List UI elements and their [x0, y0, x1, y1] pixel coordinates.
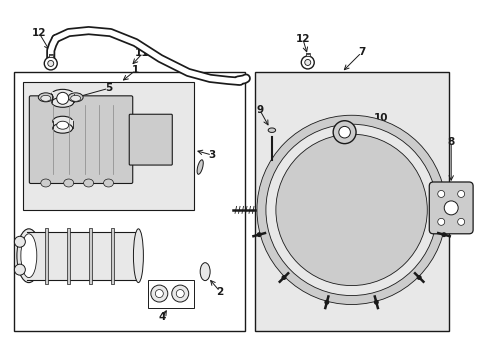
Bar	[45, 228, 48, 284]
Circle shape	[343, 202, 359, 218]
Circle shape	[155, 289, 163, 298]
Circle shape	[309, 168, 393, 252]
Circle shape	[57, 92, 68, 104]
Bar	[53, 120, 73, 128]
Circle shape	[14, 264, 25, 275]
Bar	[148, 280, 194, 307]
Bar	[305, 53, 309, 56]
Ellipse shape	[71, 95, 81, 101]
Ellipse shape	[52, 89, 74, 99]
Circle shape	[457, 190, 464, 197]
Ellipse shape	[53, 116, 73, 126]
Bar	[52, 92, 74, 102]
Circle shape	[321, 180, 381, 240]
Ellipse shape	[197, 160, 203, 174]
Circle shape	[437, 190, 444, 197]
FancyBboxPatch shape	[428, 182, 472, 234]
Circle shape	[151, 285, 167, 302]
Circle shape	[301, 56, 314, 69]
Ellipse shape	[68, 93, 83, 102]
Ellipse shape	[267, 128, 275, 132]
Bar	[48, 54, 53, 57]
Ellipse shape	[200, 263, 210, 280]
Bar	[306, 53, 308, 54]
Text: 1: 1	[132, 66, 139, 76]
Ellipse shape	[41, 179, 51, 187]
Circle shape	[286, 145, 415, 275]
Bar	[14, 72, 244, 332]
Text: 4: 4	[158, 312, 165, 323]
Bar	[111, 228, 114, 284]
Circle shape	[304, 59, 310, 66]
FancyBboxPatch shape	[29, 96, 132, 184]
Circle shape	[332, 121, 355, 144]
Circle shape	[457, 219, 464, 225]
Text: 12: 12	[295, 33, 309, 44]
Text: 12: 12	[32, 28, 46, 37]
Bar	[49, 54, 52, 55]
Bar	[254, 72, 448, 332]
Ellipse shape	[57, 121, 68, 129]
Ellipse shape	[53, 123, 73, 133]
Circle shape	[437, 219, 444, 225]
Ellipse shape	[133, 229, 143, 283]
Ellipse shape	[83, 179, 93, 187]
Circle shape	[256, 232, 261, 237]
Bar	[27, 232, 138, 280]
Circle shape	[171, 285, 188, 302]
Text: 10: 10	[373, 113, 388, 123]
Circle shape	[44, 57, 57, 70]
Circle shape	[441, 232, 446, 237]
Ellipse shape	[21, 234, 37, 278]
Circle shape	[443, 201, 457, 215]
Bar	[89, 228, 92, 284]
Circle shape	[338, 126, 350, 138]
Ellipse shape	[38, 93, 53, 102]
Ellipse shape	[17, 229, 41, 283]
Text: 5: 5	[105, 84, 112, 93]
Bar	[23, 82, 194, 210]
Ellipse shape	[41, 95, 51, 101]
Circle shape	[333, 192, 369, 228]
Circle shape	[176, 289, 184, 298]
Circle shape	[297, 156, 405, 264]
Circle shape	[265, 124, 436, 296]
Circle shape	[275, 134, 427, 285]
Circle shape	[416, 275, 421, 280]
Circle shape	[256, 115, 446, 305]
Circle shape	[373, 300, 378, 305]
Ellipse shape	[63, 179, 74, 187]
Circle shape	[14, 236, 25, 247]
Text: 2: 2	[216, 287, 224, 297]
Ellipse shape	[103, 179, 113, 187]
FancyBboxPatch shape	[129, 114, 172, 165]
Text: 9: 9	[256, 105, 263, 115]
Circle shape	[48, 60, 54, 67]
Circle shape	[281, 275, 286, 280]
Text: 11: 11	[135, 49, 149, 58]
Text: 7: 7	[357, 48, 365, 58]
Text: 3: 3	[208, 150, 215, 160]
Circle shape	[324, 300, 328, 305]
Text: 8: 8	[447, 137, 454, 147]
Bar	[67, 228, 70, 284]
Text: 6: 6	[105, 115, 112, 125]
Ellipse shape	[52, 97, 74, 107]
